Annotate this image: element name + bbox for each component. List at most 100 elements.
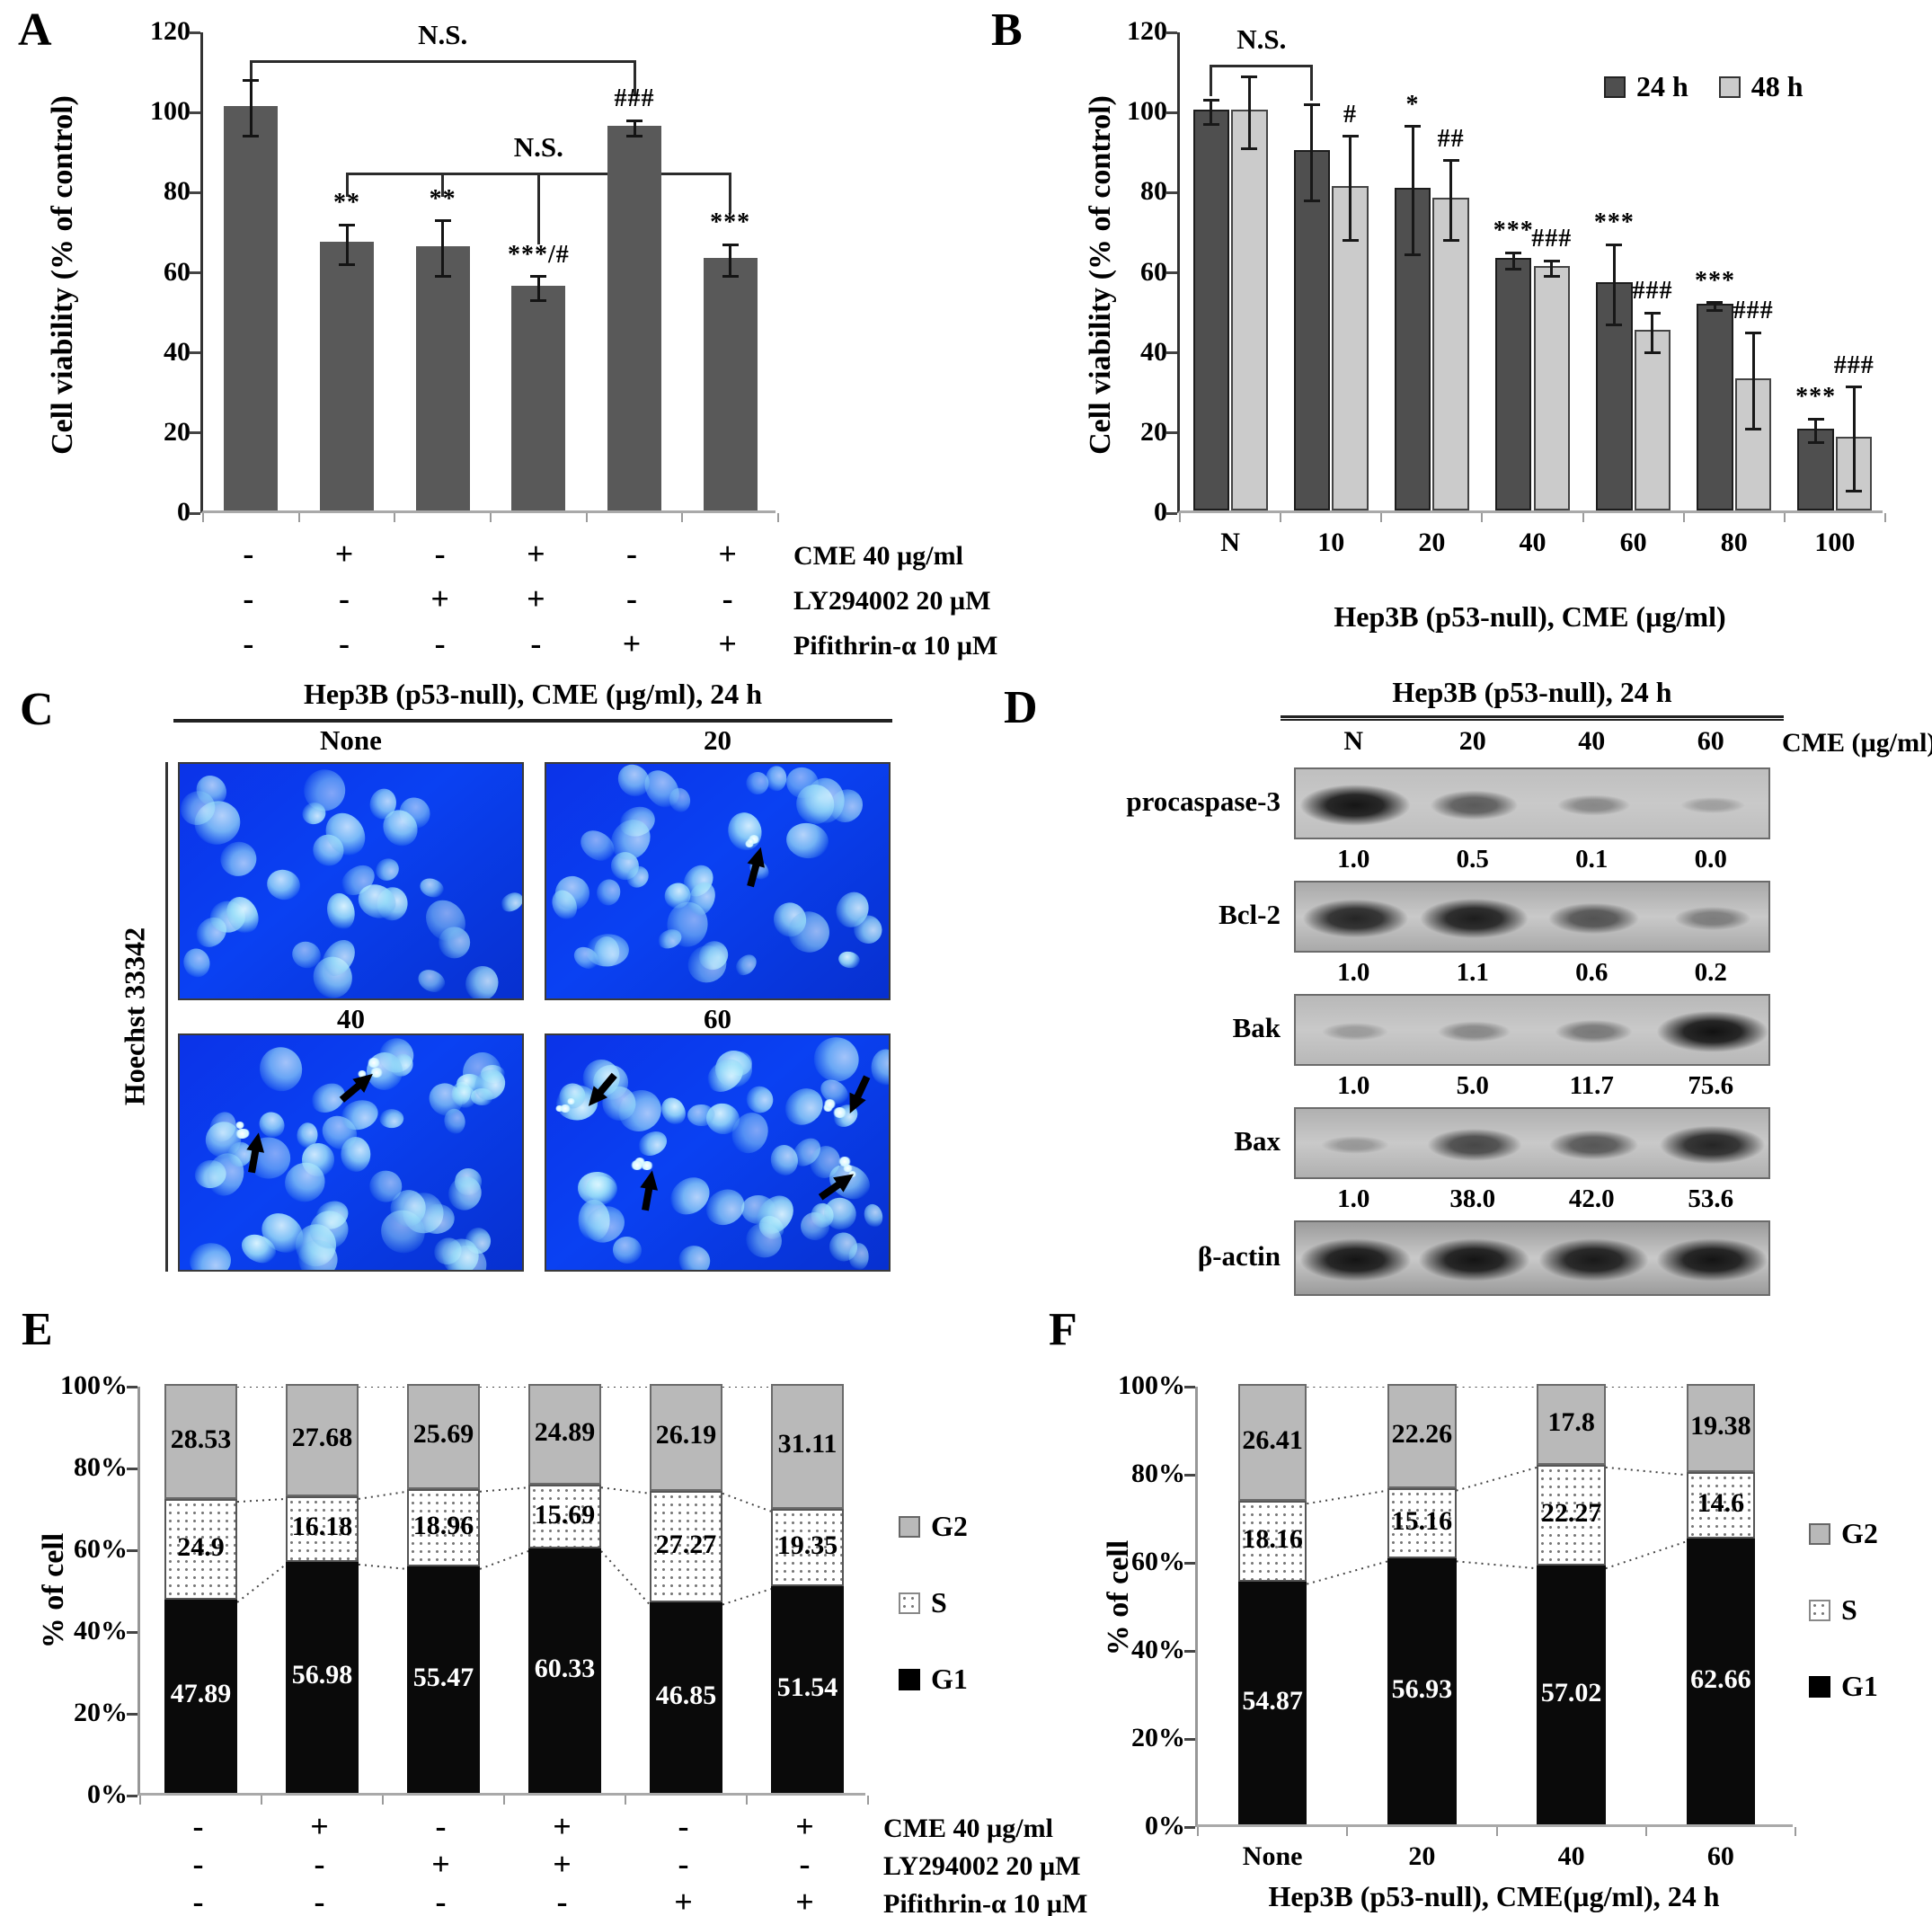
segment-g2-1: 27.68: [286, 1384, 359, 1496]
cell-nucleus: [323, 890, 359, 933]
panel-c-label: C: [20, 684, 54, 735]
band-density-value: 1.0: [1337, 1071, 1370, 1100]
apoptotic-fragment: [848, 1170, 856, 1177]
cell-nucleus: [414, 965, 449, 996]
treatment-sign: +: [795, 1808, 814, 1844]
segment-value: 31.11: [777, 1429, 837, 1459]
significance-annotation: ###: [1531, 225, 1573, 253]
y-tick-label: 100: [1127, 96, 1167, 127]
x-category-label: 10: [1317, 528, 1345, 557]
error-bar: [1612, 244, 1616, 325]
error-bar-cap: [1807, 417, 1824, 421]
y-tick-mark: [1184, 1561, 1195, 1565]
panel-f: F % of cell 0% 20% 40% 60% 80% 100% 54.87 18.16…: [1029, 1301, 1932, 1916]
protein-band: [1421, 787, 1529, 823]
x-tick-mark: [139, 1796, 141, 1805]
panel-d-label: D: [1004, 682, 1038, 733]
protein-band: [1526, 1234, 1661, 1286]
x-tick-mark: [394, 513, 396, 522]
arrow-head: [640, 1168, 662, 1191]
significance-annotation: ***: [1593, 208, 1635, 237]
y-tick-mark: [1166, 511, 1177, 515]
cell-nucleus: [188, 1240, 233, 1270]
significance-annotation: ###: [1733, 297, 1774, 325]
band-density-value: 0.6: [1575, 958, 1609, 987]
segment-g1-2: 57.02: [1537, 1566, 1606, 1824]
error-bar-cap: [1706, 301, 1724, 305]
error-bar-cap: [1442, 159, 1459, 163]
cell-nucleus: [766, 765, 788, 792]
protein-band: [1296, 1233, 1423, 1287]
micrograph-none: [178, 762, 524, 1000]
segment-value: 16.18: [291, 1512, 353, 1542]
treatment-sign: +: [431, 1846, 450, 1882]
blot-strip-0: [1294, 767, 1770, 839]
cell-nucleus: [217, 838, 260, 880]
segment-g1-4: 46.85: [650, 1601, 722, 1793]
error-bar-cap: [626, 135, 643, 138]
error-bar-cap: [1745, 331, 1762, 334]
treatment-sign: -: [722, 581, 733, 616]
treatment-sign: -: [243, 625, 254, 661]
panel-a-chart: 0 20 40 60 80 100 120 N.S. N.S. ** ** ***/# ### ***: [150, 16, 779, 527]
treatment-sign: -: [243, 581, 254, 616]
panel-d-blots: N 20 40 60 procaspase-3 1.0 0.5 0.1 0.0 Bcl-2 1.0 1…: [975, 672, 1930, 1301]
y-tick-label: 80%: [1131, 1459, 1185, 1488]
cell-nucleus: [805, 777, 845, 823]
error-bar-cap: [1543, 259, 1560, 262]
error-bar: [1814, 419, 1818, 443]
bar-b-24h-3: [1495, 258, 1532, 510]
blot-label-procaspase-3: procaspase-3: [1126, 785, 1281, 817]
apoptotic-fragment: [631, 1159, 643, 1170]
micrograph-20: [545, 762, 891, 1000]
treatment-sign: +: [334, 536, 354, 572]
treatment-sign: +: [527, 536, 545, 572]
ns-bracket-tick: [249, 60, 253, 89]
error-bar-cap: [722, 275, 739, 279]
error-bar-cap: [1846, 489, 1863, 492]
segment-s-3: 15.69: [528, 1485, 601, 1548]
segment-value: 14.6: [1697, 1488, 1745, 1519]
error-bar-cap: [1606, 323, 1623, 326]
legend-item-48h: 48 h: [1718, 70, 1803, 103]
apoptotic-fragment: [838, 1157, 851, 1167]
error-bar-cap: [1442, 239, 1459, 243]
apoptotic-fragment: [368, 1057, 381, 1069]
y-tick-mark: [1184, 1385, 1195, 1388]
error-bar: [1713, 302, 1716, 311]
lane-label-n: N: [1343, 726, 1364, 756]
error-bar-cap: [339, 223, 355, 226]
ns-bracket: [251, 60, 634, 64]
error-bar: [1511, 253, 1515, 270]
segment-value: 18.96: [412, 1510, 474, 1540]
legend-swatch-s: [899, 1592, 920, 1614]
error-bar-cap: [434, 219, 451, 223]
y-tick-label: 120: [150, 16, 191, 46]
treatment-sign: -: [626, 536, 637, 572]
x-category-label: 40: [1557, 1841, 1585, 1871]
protein-band: [1315, 1021, 1396, 1042]
bar-a-4: [607, 126, 661, 510]
segment-value: 55.47: [412, 1662, 474, 1692]
treatment-sign: +: [674, 1884, 693, 1916]
y-tick-mark: [127, 1467, 137, 1470]
legend-item-g2: G2: [1809, 1517, 1878, 1550]
segment-g2-2: 17.8: [1537, 1384, 1606, 1465]
significance-annotation: #: [1343, 100, 1358, 129]
y-tick-mark: [127, 1630, 137, 1634]
treatment-sign: -: [435, 1884, 447, 1916]
cell-nucleus: [460, 961, 503, 998]
y-tick-label: 60%: [74, 1534, 128, 1564]
panel-d-title-rule: [1281, 715, 1784, 721]
arrow-icon: [637, 1167, 662, 1211]
treatment-sign: +: [310, 1808, 329, 1844]
y-tick-label: 40: [1140, 336, 1167, 367]
legend-label-g1: G1: [931, 1663, 968, 1695]
legend-label-g2: G2: [931, 1510, 968, 1542]
cell-nucleus: [784, 820, 832, 863]
y-tick-label: 100: [150, 96, 191, 127]
error-bar-cap: [1342, 239, 1359, 243]
x-tick-mark: [1280, 513, 1282, 522]
error-bar: [1310, 104, 1314, 201]
cell-nucleus: [498, 888, 522, 916]
